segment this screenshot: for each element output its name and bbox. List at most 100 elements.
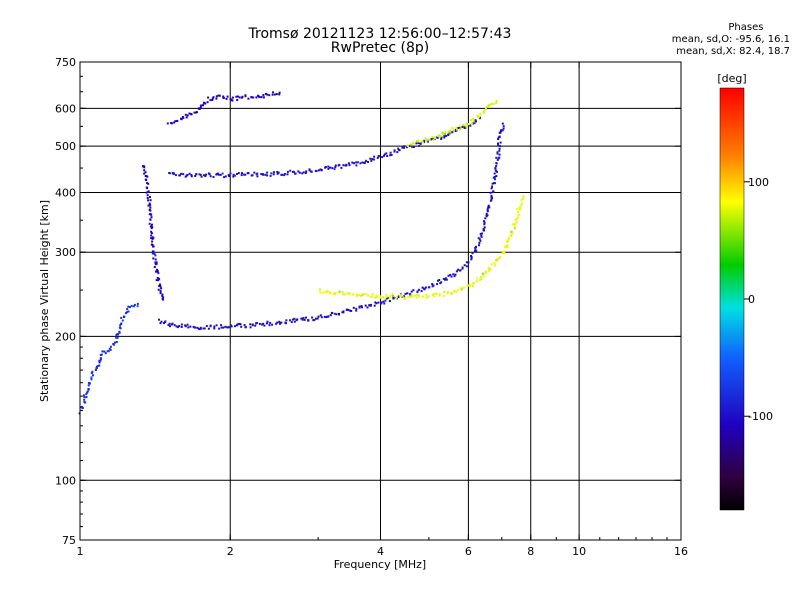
echo-point (323, 291, 326, 294)
echo-point (484, 217, 487, 220)
echo-point (437, 134, 440, 137)
echo-point (155, 261, 158, 264)
echo-point (355, 164, 358, 167)
echo-point (326, 315, 329, 318)
echo-point (149, 218, 152, 221)
echo-point (370, 303, 372, 306)
echo-point (258, 96, 261, 99)
echo-point (516, 217, 519, 220)
echo-point (498, 135, 501, 138)
echo-point (254, 324, 257, 327)
echo-point (278, 320, 281, 323)
colorbar-tick-label: 0 (748, 293, 755, 306)
echo-point (356, 161, 359, 164)
echo-point (109, 348, 112, 351)
x-tick-label: 8 (527, 545, 534, 558)
echo-point (483, 220, 485, 223)
echo-point (415, 296, 418, 299)
echo-point (507, 240, 509, 243)
echo-point (502, 125, 505, 128)
echo-point (219, 173, 222, 176)
echo-point (371, 158, 374, 161)
echo-point (447, 130, 450, 133)
echo-point (171, 322, 174, 325)
echo-point (487, 104, 490, 107)
echo-point (510, 230, 513, 233)
echo-point (427, 138, 430, 141)
echo-point (162, 296, 165, 299)
echo-point (348, 309, 351, 312)
echo-point (459, 128, 462, 131)
echo-point (494, 167, 497, 170)
echo-point (244, 95, 247, 98)
echo-point (116, 336, 119, 339)
echo-point (399, 294, 402, 297)
echo-point (444, 131, 447, 133)
echo-point (486, 209, 489, 212)
echo-point (498, 147, 501, 150)
echo-point (207, 96, 210, 99)
echo-point (125, 311, 128, 314)
echo-point (164, 321, 167, 323)
echo-point (154, 263, 157, 266)
echo-point (473, 282, 476, 285)
echo-point (348, 164, 351, 167)
echo-point (392, 295, 394, 297)
echo-point (451, 127, 454, 129)
echo-point (451, 131, 454, 134)
echo-point (104, 352, 107, 355)
colorbar-tick-label: 100 (748, 176, 769, 189)
echo-point (495, 175, 498, 178)
echo-point (369, 295, 372, 298)
echo-point (452, 129, 455, 132)
echo-point (475, 280, 478, 283)
echo-point (495, 162, 498, 165)
echo-point (272, 91, 274, 94)
echo-point (519, 208, 522, 211)
echo-point (427, 286, 430, 289)
echo-point (342, 293, 345, 296)
y-tick-label: 100 (55, 474, 76, 487)
echo-point (373, 304, 376, 307)
echo-point (198, 328, 201, 331)
echo-point (115, 336, 118, 339)
echo-point (319, 288, 321, 291)
echo-point (497, 257, 500, 260)
echo-point (490, 263, 493, 266)
echo-point (425, 139, 428, 142)
echo-point (347, 309, 350, 311)
echo-point (86, 390, 89, 393)
echo-point (83, 398, 86, 401)
echo-point (109, 345, 112, 348)
echo-point (157, 288, 160, 291)
echo-point (220, 324, 223, 327)
echo-point (87, 382, 90, 385)
echo-point (482, 275, 485, 277)
echo-point (334, 166, 337, 168)
echo-point (313, 319, 316, 322)
echo-point (243, 173, 246, 176)
echo-point (410, 295, 413, 298)
echo-point (382, 296, 385, 299)
echo-point (475, 120, 477, 123)
echo-point (291, 318, 294, 321)
echo-point (266, 174, 269, 177)
echo-point (230, 98, 233, 101)
phase-stats-header: Phases (728, 22, 764, 33)
echo-point (423, 288, 426, 291)
echo-point (226, 95, 229, 98)
echo-point (478, 244, 480, 247)
echo-point (334, 164, 337, 167)
echo-point (327, 165, 330, 168)
echo-point (160, 287, 163, 290)
echo-point (244, 326, 247, 329)
echo-point (195, 173, 198, 176)
echo-point (255, 96, 258, 99)
echo-point (461, 267, 464, 270)
echo-point (411, 145, 414, 148)
echo-point (250, 96, 253, 99)
echo-point (332, 292, 335, 295)
echo-point (103, 350, 106, 353)
echo-point (90, 378, 93, 381)
echo-point (217, 173, 220, 176)
